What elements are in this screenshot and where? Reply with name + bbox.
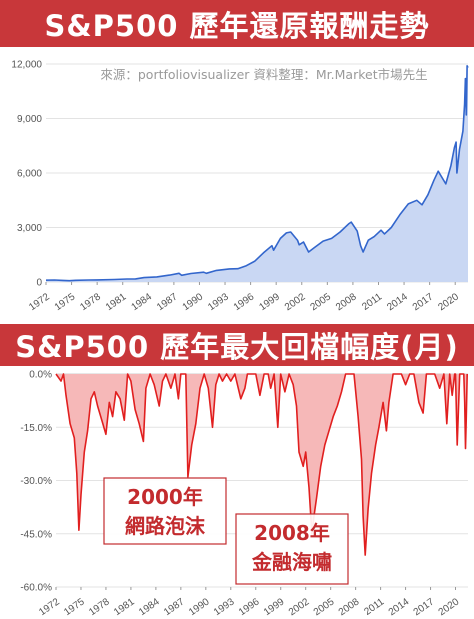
- drawdown-area-chart: 0.0% -15.0% -30.0% -45.0% -60.0% 1972 1975 1978…: [20, 370, 468, 618]
- x-tick-label: 1999: [262, 596, 287, 618]
- series-area: [56, 374, 468, 556]
- x-tick-label: 1978: [78, 291, 103, 313]
- x-tick-label: 1993: [206, 291, 231, 313]
- x-tick-label: 1987: [155, 291, 180, 313]
- top-chart-title: S&P500 歷年還原報酬走勢: [44, 8, 430, 43]
- x-tick-label: 2011: [360, 291, 384, 313]
- x-tick-label: 1996: [232, 291, 257, 313]
- x-tick-label: 1981: [112, 596, 137, 618]
- x-tick-label: 2011: [362, 596, 386, 618]
- x-tick-label: 2005: [309, 291, 334, 313]
- annotation-frame: [103, 477, 227, 545]
- x-tick-label: 1990: [187, 596, 212, 618]
- y-tick-label: 0.0%: [29, 370, 52, 381]
- x-tick-label: 1993: [212, 596, 237, 618]
- series-line: [55, 373, 468, 556]
- x-tick-label: 1975: [53, 291, 78, 313]
- x-tick-label: 2017: [412, 596, 437, 618]
- x-tick-label: 1999: [257, 291, 282, 313]
- x-tick-label: 1984: [137, 596, 162, 618]
- x-tick-label: 1975: [62, 596, 87, 618]
- x-tick-label: 2002: [283, 291, 308, 313]
- x-tick-label: 2008: [334, 291, 359, 313]
- annotation-year: 2000年: [127, 485, 203, 509]
- y-tick-label: 9,000: [17, 114, 42, 125]
- x-tick-label: 1972: [37, 596, 62, 618]
- x-tick-label: 2005: [312, 596, 337, 618]
- x-tick-label: 2002: [287, 596, 312, 618]
- y-tick-label: -45.0%: [20, 529, 52, 540]
- x-tick-label: 2008: [337, 596, 362, 618]
- x-tick-label: 2014: [385, 291, 410, 313]
- annotation-frame: [235, 513, 349, 585]
- y-tick-label: 3,000: [17, 223, 42, 234]
- bottom-chart-title-banner: S&P500 歷年最大回檔幅度(月): [0, 324, 474, 366]
- bottom-chart-title: S&P500 歷年最大回檔幅度(月): [15, 330, 459, 364]
- annotation-year: 2008年: [254, 521, 330, 545]
- x-tick-label: 1978: [87, 596, 112, 618]
- y-tick-label: -60.0%: [20, 583, 52, 594]
- x-tick-label: 1990: [181, 291, 206, 313]
- x-tick-label: 2020: [437, 596, 462, 618]
- x-tick-label: 2017: [411, 291, 436, 313]
- x-tick-label: 1972: [27, 291, 52, 313]
- y-tick-label: -30.0%: [20, 476, 52, 487]
- top-chart-title-banner: S&P500 歷年還原報酬走勢: [0, 0, 474, 47]
- x-tick-label: 1996: [237, 596, 262, 618]
- source-note: 來源：portfoliovisualizer 資料整理：Mr.Market市場先…: [100, 67, 427, 82]
- x-tick-label: 1981: [104, 291, 129, 313]
- y-tick-label: 12,000: [11, 60, 42, 71]
- y-tick-label: 0: [36, 278, 42, 289]
- series-line: [45, 65, 469, 282]
- annotation-event: 金融海嘯: [251, 550, 332, 574]
- y-tick-label: 6,000: [17, 169, 42, 180]
- series-area: [46, 65, 468, 282]
- annotation-event: 網路泡沫: [125, 514, 206, 538]
- y-tick-label: -15.0%: [20, 423, 52, 434]
- x-tick-label: 2014: [387, 596, 412, 618]
- x-tick-label: 1987: [162, 596, 187, 618]
- x-tick-label: 1984: [129, 291, 154, 313]
- x-tick-label: 2020: [436, 291, 461, 313]
